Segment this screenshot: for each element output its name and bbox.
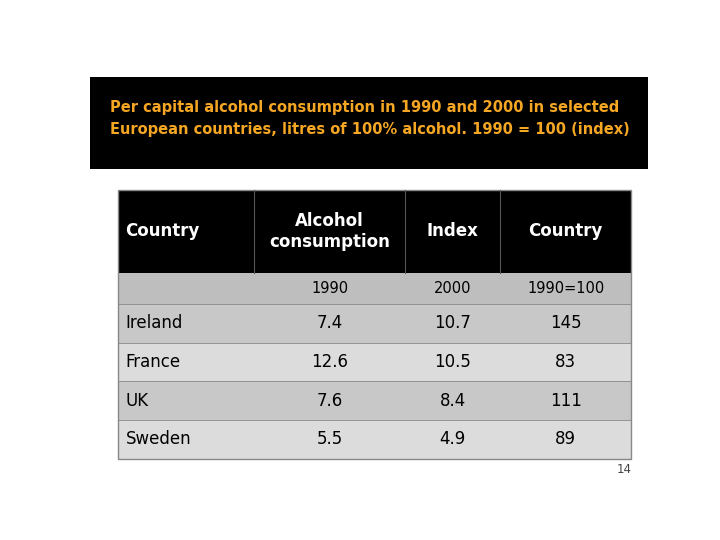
Text: Country: Country <box>125 222 200 240</box>
Text: 4.9: 4.9 <box>440 430 466 448</box>
FancyBboxPatch shape <box>118 342 631 381</box>
Text: 1990: 1990 <box>311 281 348 296</box>
Text: 89: 89 <box>555 430 576 448</box>
Text: Ireland: Ireland <box>125 314 183 332</box>
FancyBboxPatch shape <box>90 77 648 168</box>
Text: 8.4: 8.4 <box>440 392 466 409</box>
Text: 14: 14 <box>616 463 631 476</box>
Text: 5.5: 5.5 <box>317 430 343 448</box>
Text: 145: 145 <box>550 314 582 332</box>
Text: 10.5: 10.5 <box>434 353 472 371</box>
Text: 12.6: 12.6 <box>311 353 348 371</box>
Text: 83: 83 <box>555 353 577 371</box>
Text: Per capital alcohol consumption in 1990 and 2000 in selected
European countries,: Per capital alcohol consumption in 1990 … <box>109 100 629 137</box>
Text: 2000: 2000 <box>434 281 472 296</box>
Text: France: France <box>125 353 181 371</box>
Text: Sweden: Sweden <box>125 430 192 448</box>
Text: UK: UK <box>125 392 149 409</box>
FancyBboxPatch shape <box>118 190 631 273</box>
Text: 7.4: 7.4 <box>317 314 343 332</box>
Text: 111: 111 <box>550 392 582 409</box>
FancyBboxPatch shape <box>118 304 631 342</box>
Text: Country: Country <box>528 222 603 240</box>
FancyBboxPatch shape <box>118 273 631 304</box>
Text: 7.6: 7.6 <box>317 392 343 409</box>
FancyBboxPatch shape <box>118 420 631 458</box>
Text: 1990=100: 1990=100 <box>527 281 604 296</box>
Text: Alcohol
consumption: Alcohol consumption <box>269 212 390 251</box>
Text: 10.7: 10.7 <box>434 314 472 332</box>
FancyBboxPatch shape <box>118 381 631 420</box>
Text: Index: Index <box>427 222 479 240</box>
